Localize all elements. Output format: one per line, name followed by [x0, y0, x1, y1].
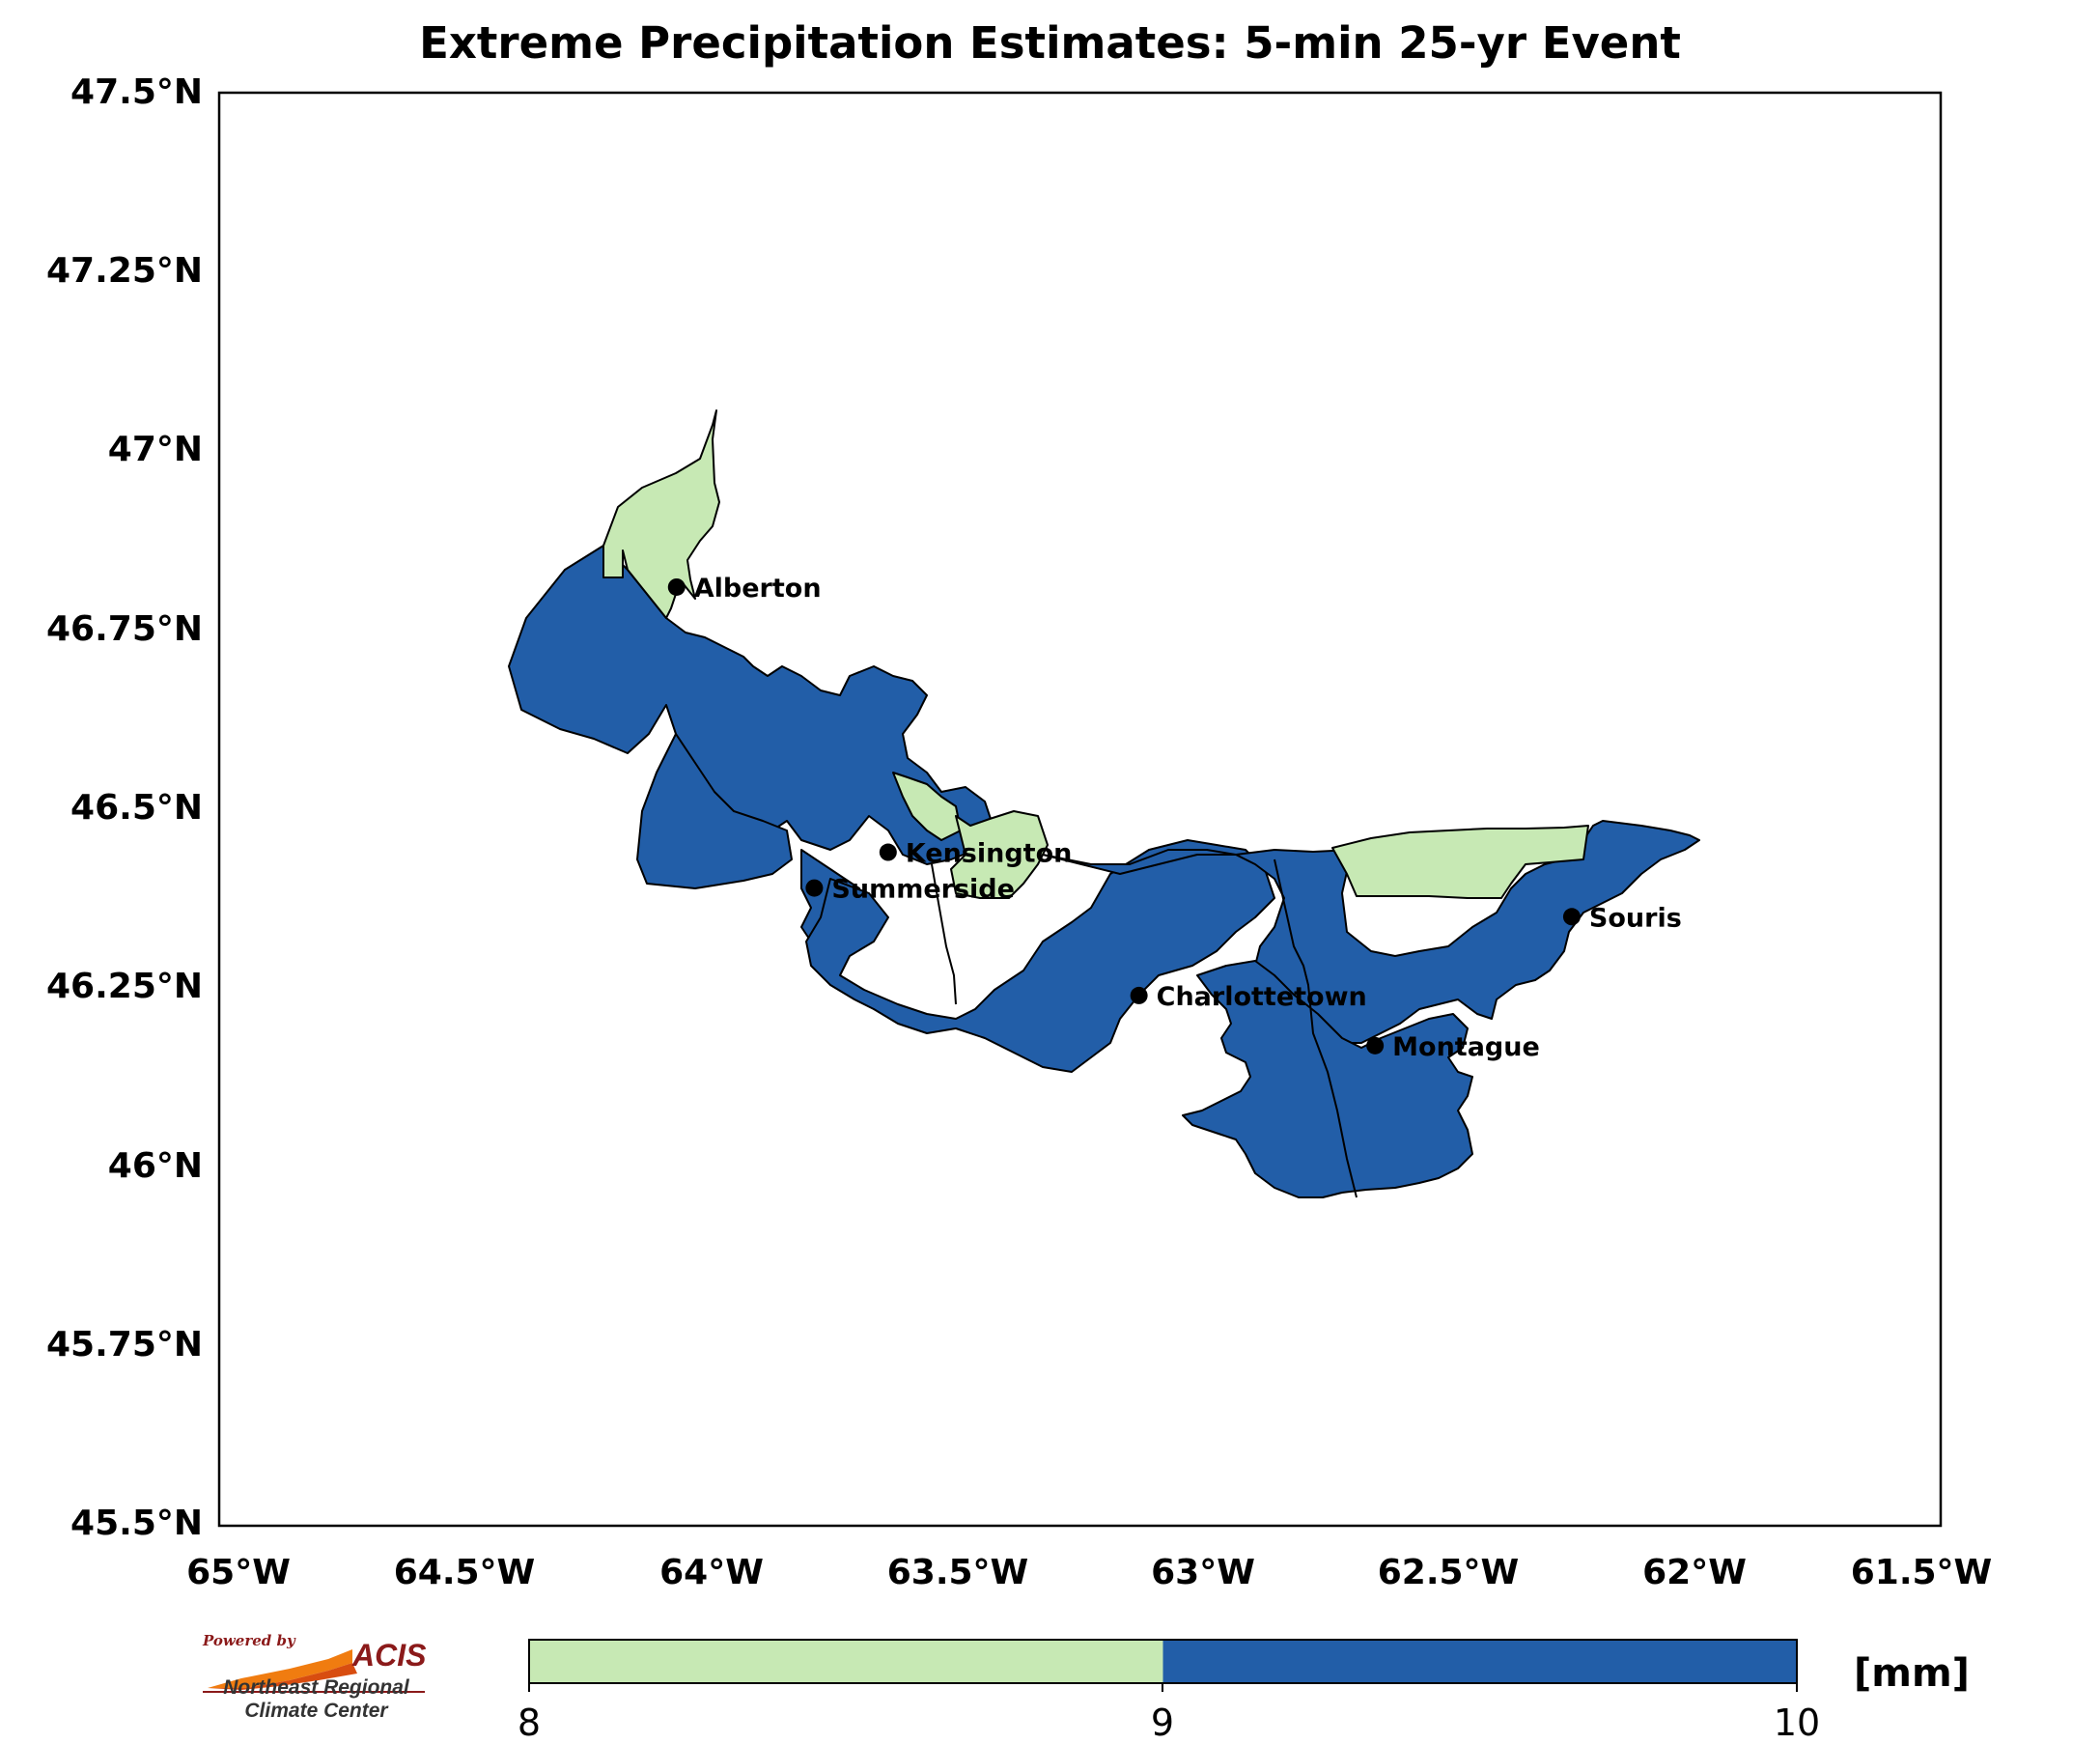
lon-tick-label: 63°W	[1151, 1553, 1255, 1592]
county-lines	[931, 858, 1358, 1198]
colorbar-segment-low	[529, 1640, 1163, 1683]
lon-tick-label: 65°W	[186, 1553, 291, 1592]
lat-tick-label: 47°N	[107, 430, 203, 469]
precip-high-zone	[508, 545, 1700, 1198]
lon-tick-label: 62.5°W	[1377, 1553, 1520, 1592]
precip-low-zone	[602, 409, 1589, 899]
city-marker-kensington	[879, 843, 897, 861]
lon-tick-label: 64°W	[659, 1553, 764, 1592]
logo-brand: ACIS	[352, 1638, 427, 1673]
city-layer: Alberton Kensington Summerside Charlottetow…	[667, 574, 1682, 1062]
city-label-alberton: Alberton	[694, 574, 822, 604]
lat-tick-label: 46.5°N	[70, 788, 203, 828]
logo-powered-by: Powered by	[203, 1632, 295, 1649]
colorbar-tick-label: 8	[517, 1702, 542, 1744]
city-label-summerside: Summerside	[831, 875, 1015, 905]
colorbar-segment-high	[1162, 1640, 1797, 1683]
logo-org-line2: Climate Center	[244, 1700, 388, 1722]
city-label-kensington: Kensington	[906, 839, 1073, 869]
colorbar	[528, 1639, 1798, 1692]
colorbar-tick-label: 9	[1150, 1702, 1175, 1744]
city-marker-souris	[1562, 908, 1581, 926]
city-label-montague: Montague	[1392, 1032, 1540, 1062]
lat-tick-label: 46.75°N	[46, 609, 203, 649]
map-frame	[217, 91, 1943, 1528]
lat-tick-label: 45.5°N	[70, 1504, 203, 1543]
city-marker-summerside	[805, 879, 824, 897]
lat-tick-label: 46.25°N	[46, 967, 203, 1006]
lon-tick-label: 64.5°W	[393, 1553, 536, 1592]
lat-tick-label: 47.25°N	[46, 251, 203, 291]
nrcc-acis-logo: Powered by ACIS Northeast Regional Clima…	[198, 1632, 439, 1729]
colorbar-unit-label: [mm]	[1854, 1651, 1970, 1696]
acis-logo-swoosh-icon	[203, 1649, 425, 1693]
city-marker-montague	[1366, 1036, 1385, 1055]
lat-tick-label: 46°N	[107, 1146, 203, 1186]
city-label-charlottetown: Charlottetown	[1157, 982, 1367, 1012]
map-title: Extreme Precipitation Estimates: 5-min 2…	[419, 17, 1681, 69]
city-label-souris: Souris	[1589, 903, 1682, 933]
logo-org-line1: Northeast Regional	[223, 1676, 409, 1699]
lon-tick-label: 63.5°W	[886, 1553, 1029, 1592]
lat-tick-label: 45.75°N	[46, 1325, 203, 1364]
lat-tick-label: 47.5°N	[70, 72, 203, 112]
lon-tick-label: 61.5°W	[1850, 1553, 1993, 1592]
city-marker-charlottetown	[1130, 986, 1148, 1004]
lon-tick-label: 62°W	[1642, 1553, 1747, 1592]
colorbar-tick-label: 10	[1773, 1702, 1821, 1744]
city-marker-alberton	[667, 577, 686, 596]
